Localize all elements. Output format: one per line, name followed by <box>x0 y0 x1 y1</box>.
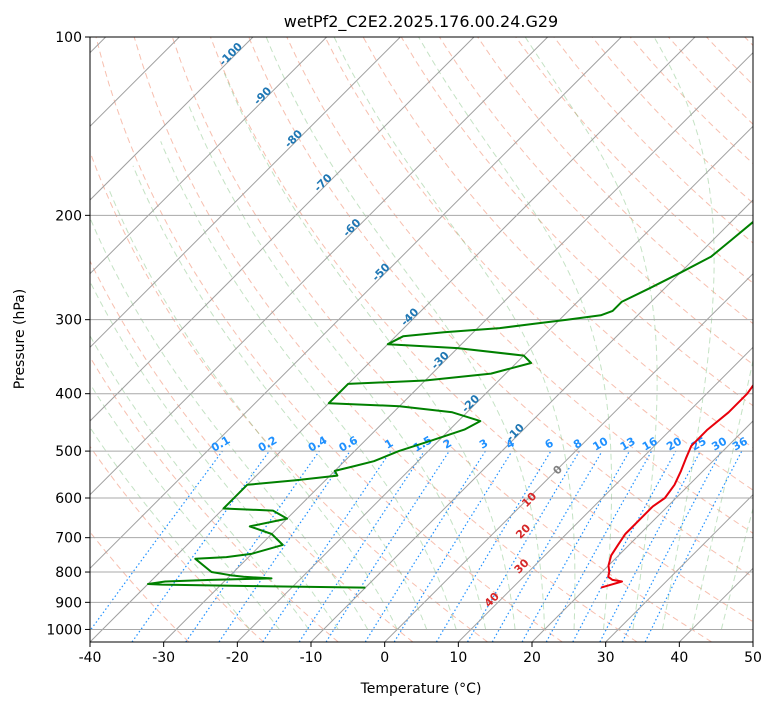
dry-adiabat <box>171 37 712 642</box>
mixing-ratio-line <box>298 450 425 642</box>
isotherm-line <box>531 420 753 642</box>
isotherm-line <box>90 37 622 570</box>
mixing-ratio-line <box>90 450 223 632</box>
isotherm-line <box>90 37 254 201</box>
isotherm-line <box>310 199 753 642</box>
isotherm-line <box>384 272 753 642</box>
moist-adiabat <box>90 334 310 630</box>
isotherm-line <box>90 37 475 422</box>
dry-adiabat <box>90 356 339 642</box>
y-tick-label: 100 <box>55 30 82 46</box>
moist-adiabat <box>90 216 369 630</box>
dry-adiabat <box>133 37 638 642</box>
y-tick-label: 700 <box>55 531 82 547</box>
y-tick-label: 300 <box>55 313 82 329</box>
x-tick-label: -20 <box>226 650 249 666</box>
mixing-ratio-line <box>185 450 320 642</box>
moist-adiabat <box>90 426 251 630</box>
y-tick-label: 600 <box>55 491 82 507</box>
moist-adiabat <box>418 37 613 630</box>
dry-adiabat <box>95 37 563 642</box>
mixing-ratio-line <box>262 450 392 642</box>
isotherm-line <box>163 51 753 642</box>
isotherm-line <box>90 37 549 496</box>
x-axis-label: Temperature (°C) <box>360 681 482 697</box>
y-tick-label: 500 <box>55 444 82 460</box>
isotherm-line <box>605 493 753 642</box>
isotherm-line <box>236 125 753 642</box>
y-tick-label: 1000 <box>46 622 82 638</box>
moist-adiabat <box>107 188 398 630</box>
isotherm-line <box>90 37 401 349</box>
mixing-ratio-line <box>325 450 450 642</box>
y-tick-label: 900 <box>55 595 82 611</box>
dry-adiabat <box>90 445 264 642</box>
plot-area <box>90 37 753 642</box>
x-tick-label: 40 <box>670 650 688 666</box>
x-tick-label: 50 <box>744 650 762 666</box>
moist-adiabat <box>691 358 753 630</box>
isotherm-line <box>90 37 328 275</box>
x-tick-label: 30 <box>597 650 615 666</box>
dewpoint-profile-line <box>147 220 753 589</box>
mixing-ratio-line <box>521 450 631 642</box>
moist-adiabat <box>223 72 516 630</box>
mixing-ratio-line <box>572 450 677 642</box>
y-axis-label: Pressure (hPa) <box>12 289 28 389</box>
moist-adiabat <box>160 141 457 630</box>
moist-adiabat <box>720 506 753 630</box>
dry-adiabat <box>324 37 753 491</box>
x-tick-label: 10 <box>449 650 467 666</box>
x-tick-label: -10 <box>300 650 323 666</box>
mixing-ratio-line <box>218 450 351 642</box>
isotherm-line <box>752 641 753 642</box>
chart-title: wetPf2_C2E2.2025.176.00.24.G29 <box>284 12 558 32</box>
moist-adiabat <box>265 37 546 630</box>
y-tick-label: 400 <box>55 387 82 403</box>
temperature-profile-line <box>600 383 753 589</box>
dry-adiabat <box>90 259 414 642</box>
isotherm-line <box>90 37 696 642</box>
mixing-ratio-line <box>131 450 270 642</box>
moist-adiabat <box>187 104 487 630</box>
x-tick-label: 20 <box>523 650 541 666</box>
moist-adiabat <box>653 37 715 630</box>
dry-adiabat <box>248 37 753 578</box>
y-tick-label: 200 <box>55 208 82 224</box>
isotherm-line <box>457 346 753 642</box>
moist-adiabat <box>524 37 658 630</box>
x-tick-label: -30 <box>152 650 175 666</box>
mixing-ratio-line <box>393 450 513 642</box>
x-tick-label: -40 <box>79 650 102 666</box>
y-tick-label: 800 <box>55 565 82 581</box>
plot-frame <box>89 36 754 643</box>
dry-adiabat <box>515 37 753 284</box>
dry-adiabat <box>286 37 753 534</box>
mixing-ratio-line <box>545 450 653 642</box>
mixing-ratio-line <box>644 450 743 642</box>
dry-adiabat <box>210 37 753 623</box>
moist-adiabat <box>132 165 428 630</box>
moist-adiabat <box>90 280 339 630</box>
x-tick-label: 0 <box>380 650 389 666</box>
